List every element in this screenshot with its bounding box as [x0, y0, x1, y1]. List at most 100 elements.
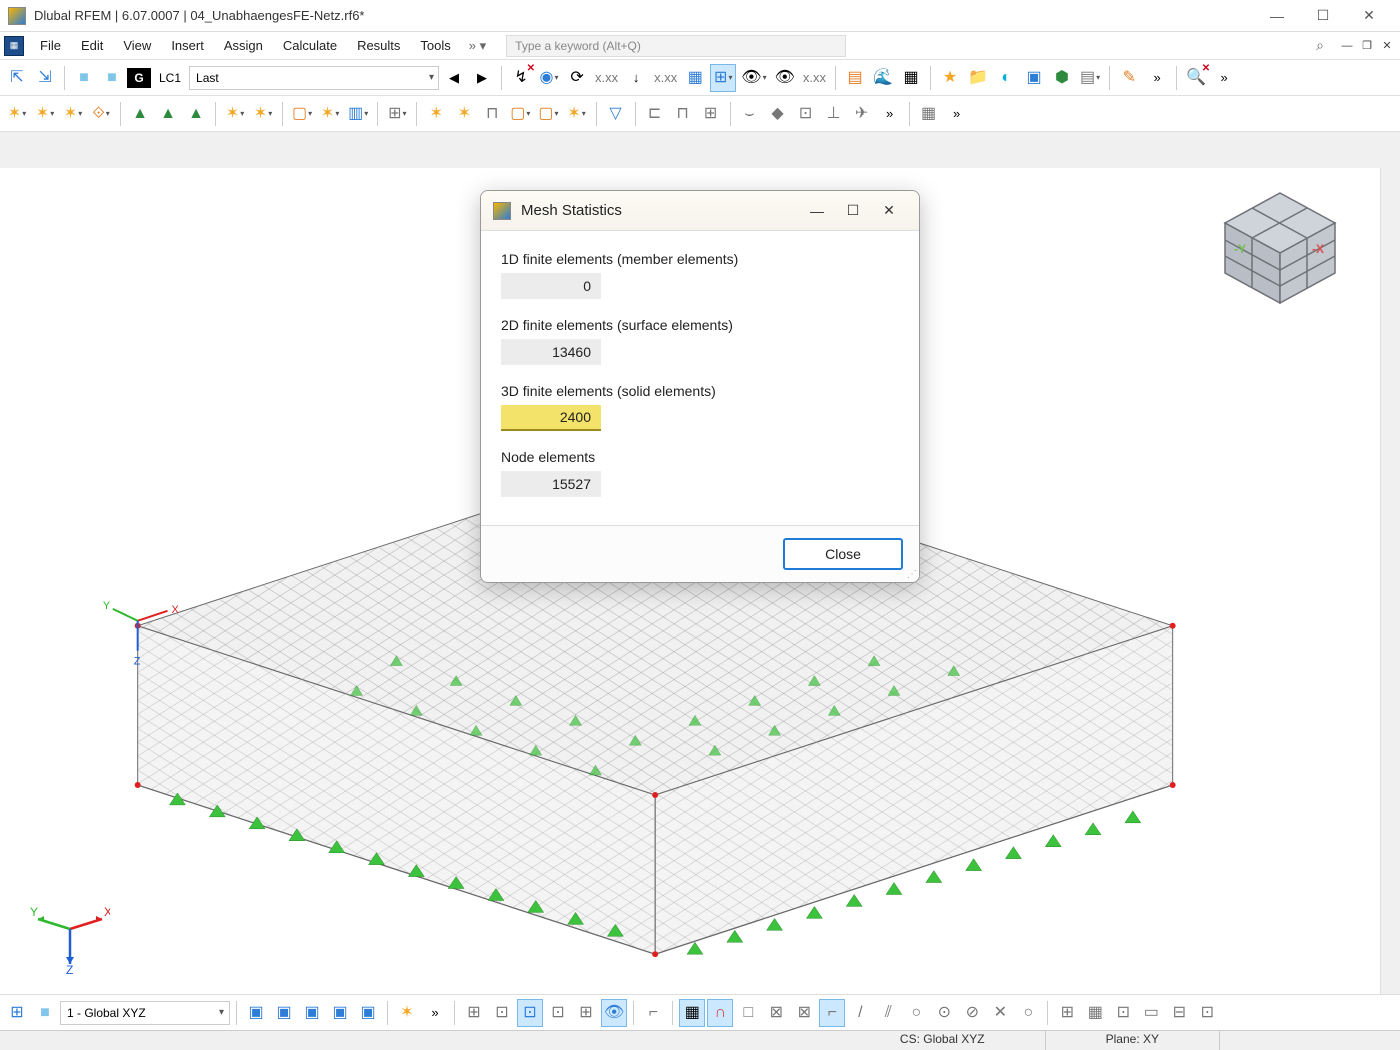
- search-icon[interactable]: ⌕: [1316, 37, 1324, 54]
- bt-btn[interactable]: ✶: [394, 999, 420, 1027]
- dialog-close-button[interactable]: ✕: [871, 193, 907, 229]
- tb-btn[interactable]: ◉▾: [536, 64, 562, 92]
- bottom-toolbar-overflow-icon[interactable]: »: [422, 999, 448, 1027]
- bt-btn[interactable]: ⌐: [640, 999, 666, 1027]
- bt-btn[interactable]: ⫽: [875, 999, 901, 1027]
- tb-btn[interactable]: 👁▾: [738, 64, 769, 92]
- tb-btn[interactable]: ▢▾: [535, 100, 561, 128]
- menu-overflow-icon[interactable]: » ▾: [461, 38, 494, 54]
- bt-btn[interactable]: ⊠: [791, 999, 817, 1027]
- dialog-resize-grip-icon[interactable]: ⋰: [907, 569, 917, 580]
- bt-btn[interactable]: ▣: [243, 999, 269, 1027]
- bt-btn[interactable]: ■: [32, 999, 58, 1027]
- tb-btn[interactable]: ▣: [1021, 64, 1047, 92]
- mdi-close-button[interactable]: ✕: [1378, 37, 1396, 55]
- next-loadcase-button[interactable]: ▶: [469, 64, 495, 92]
- tb-btn[interactable]: ◆: [765, 100, 791, 128]
- tb-btn[interactable]: x.xx: [592, 64, 621, 92]
- tb-btn[interactable]: ↓: [623, 64, 649, 92]
- tb-btn[interactable]: ⊞: [698, 100, 724, 128]
- menu-edit[interactable]: Edit: [71, 34, 113, 57]
- tb-btn[interactable]: ⊓: [670, 100, 696, 128]
- dialog-minimize-button[interactable]: —: [799, 193, 835, 229]
- tb-btn[interactable]: ▤: [842, 64, 868, 92]
- bt-btn[interactable]: ⊡: [1194, 999, 1220, 1027]
- tb-btn[interactable]: ⟳: [564, 64, 590, 92]
- bt-btn[interactable]: /: [847, 999, 873, 1027]
- menu-tools[interactable]: Tools: [410, 34, 460, 57]
- tb-btn[interactable]: ✶▾: [317, 100, 343, 128]
- tb-btn[interactable]: ✶▾: [4, 100, 30, 128]
- menu-assign[interactable]: Assign: [214, 34, 273, 57]
- bt-btn[interactable]: ⊡: [489, 999, 515, 1027]
- tb-btn[interactable]: ▤▾: [1077, 64, 1103, 92]
- close-button[interactable]: ✕: [1346, 0, 1392, 32]
- keyword-search-input[interactable]: Type a keyword (Alt+Q): [506, 35, 846, 57]
- bt-btn[interactable]: ⊡: [545, 999, 571, 1027]
- tb-btn[interactable]: ⊥: [821, 100, 847, 128]
- dialog-titlebar[interactable]: Mesh Statistics — ☐ ✕: [481, 191, 919, 231]
- bt-btn[interactable]: ▭: [1138, 999, 1164, 1027]
- tb-btn[interactable]: ✎: [1116, 64, 1142, 92]
- tb-btn[interactable]: ▲: [127, 100, 153, 128]
- bt-btn[interactable]: ∩: [707, 999, 733, 1027]
- tb-btn[interactable]: ✶▾: [60, 100, 86, 128]
- loadcase-select[interactable]: Last: [189, 66, 439, 90]
- tb-btn[interactable]: ✶: [423, 100, 449, 128]
- tb-btn[interactable]: ▦: [916, 100, 942, 128]
- app-menu-icon[interactable]: ▦: [4, 36, 24, 56]
- tb-btn[interactable]: 👁: [772, 64, 798, 92]
- bt-btn[interactable]: ⊠: [763, 999, 789, 1027]
- bt-btn[interactable]: ⊞: [461, 999, 487, 1027]
- tb-btn[interactable]: ⊓: [479, 100, 505, 128]
- tb-btn[interactable]: ✶▾: [250, 100, 276, 128]
- bt-btn[interactable]: ○: [1015, 999, 1041, 1027]
- tb-btn[interactable]: ▦: [682, 64, 708, 92]
- tb-btn[interactable]: ⌣: [737, 100, 763, 128]
- tb-btn[interactable]: ■: [71, 64, 97, 92]
- menu-calculate[interactable]: Calculate: [273, 34, 347, 57]
- tb-btn[interactable]: ■: [99, 64, 125, 92]
- bt-btn[interactable]: ⊞: [573, 999, 599, 1027]
- menu-view[interactable]: View: [113, 34, 161, 57]
- bt-btn[interactable]: ○: [903, 999, 929, 1027]
- tb-btn[interactable]: ✶▾: [32, 100, 58, 128]
- tb-btn[interactable]: ⊏: [642, 100, 668, 128]
- tb-btn[interactable]: 🌊: [870, 64, 896, 92]
- maximize-button[interactable]: ☐: [1300, 0, 1346, 32]
- bt-btn[interactable]: ✕: [987, 999, 1013, 1027]
- coordinate-system-select[interactable]: 1 - Global XYZ: [60, 1001, 230, 1025]
- bt-btn[interactable]: ▣: [299, 999, 325, 1027]
- toolbar-overflow-icon[interactable]: »: [1211, 64, 1237, 92]
- tb-btn[interactable]: ▽: [603, 100, 629, 128]
- tb-btn[interactable]: ⊞▾: [710, 64, 736, 92]
- tb-btn[interactable]: ✶▾: [564, 100, 590, 128]
- toolbar-overflow-3-icon[interactable]: »: [944, 100, 970, 128]
- bt-btn[interactable]: ⌐: [819, 999, 845, 1027]
- tb-btn[interactable]: ⇱: [4, 64, 30, 92]
- tb-btn[interactable]: ▲: [183, 100, 209, 128]
- bt-btn[interactable]: ⊘: [959, 999, 985, 1027]
- tb-btn[interactable]: ⇲: [32, 64, 58, 92]
- bt-btn[interactable]: ⊞: [4, 999, 30, 1027]
- menu-results[interactable]: Results: [347, 34, 410, 57]
- tb-btn[interactable]: ▥▾: [345, 100, 371, 128]
- bt-btn[interactable]: ⊙: [931, 999, 957, 1027]
- tb-btn[interactable]: ▦: [898, 64, 924, 92]
- bt-btn[interactable]: ⊡: [1110, 999, 1136, 1027]
- bt-btn[interactable]: ▦: [679, 999, 705, 1027]
- tb-btn[interactable]: x.xx: [800, 64, 829, 92]
- bt-btn[interactable]: ▣: [327, 999, 353, 1027]
- tb-btn[interactable]: ✈: [849, 100, 875, 128]
- vertical-scrollbar[interactable]: [1380, 168, 1400, 994]
- tb-btn[interactable]: ⊡: [793, 100, 819, 128]
- tb-btn[interactable]: ✶: [451, 100, 477, 128]
- mdi-restore-button[interactable]: ❐: [1358, 37, 1376, 55]
- mdi-minimize-button[interactable]: —: [1338, 37, 1356, 55]
- bt-btn[interactable]: ⊞: [1054, 999, 1080, 1027]
- tb-btn[interactable]: ◐: [993, 64, 1019, 92]
- tb-btn[interactable]: ⬢: [1049, 64, 1075, 92]
- tb-btn[interactable]: ▢▾: [289, 100, 315, 128]
- bt-btn[interactable]: ▣: [271, 999, 297, 1027]
- toolbar-overflow-1-icon[interactable]: »: [1144, 64, 1170, 92]
